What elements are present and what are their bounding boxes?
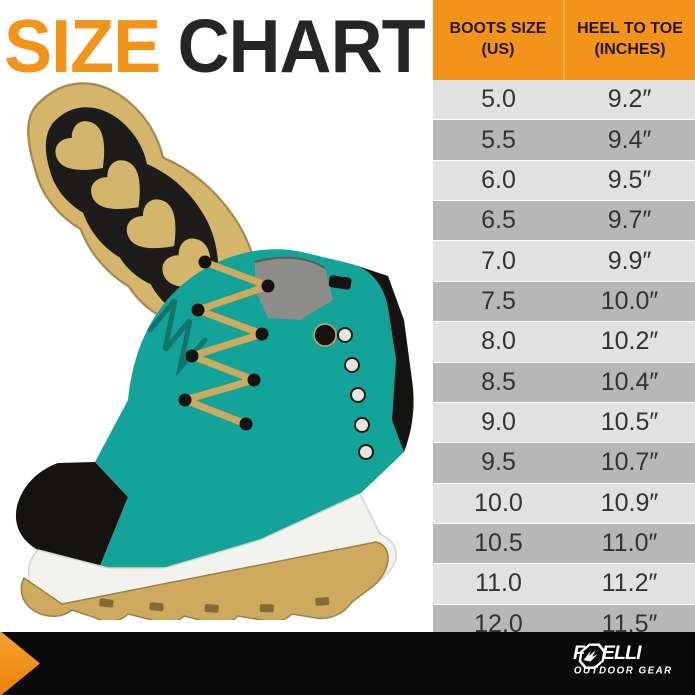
svg-text:OUTDOOR GEAR: OUTDOOR GEAR [574,666,673,677]
svg-text:ELLI: ELLI [602,642,642,664]
